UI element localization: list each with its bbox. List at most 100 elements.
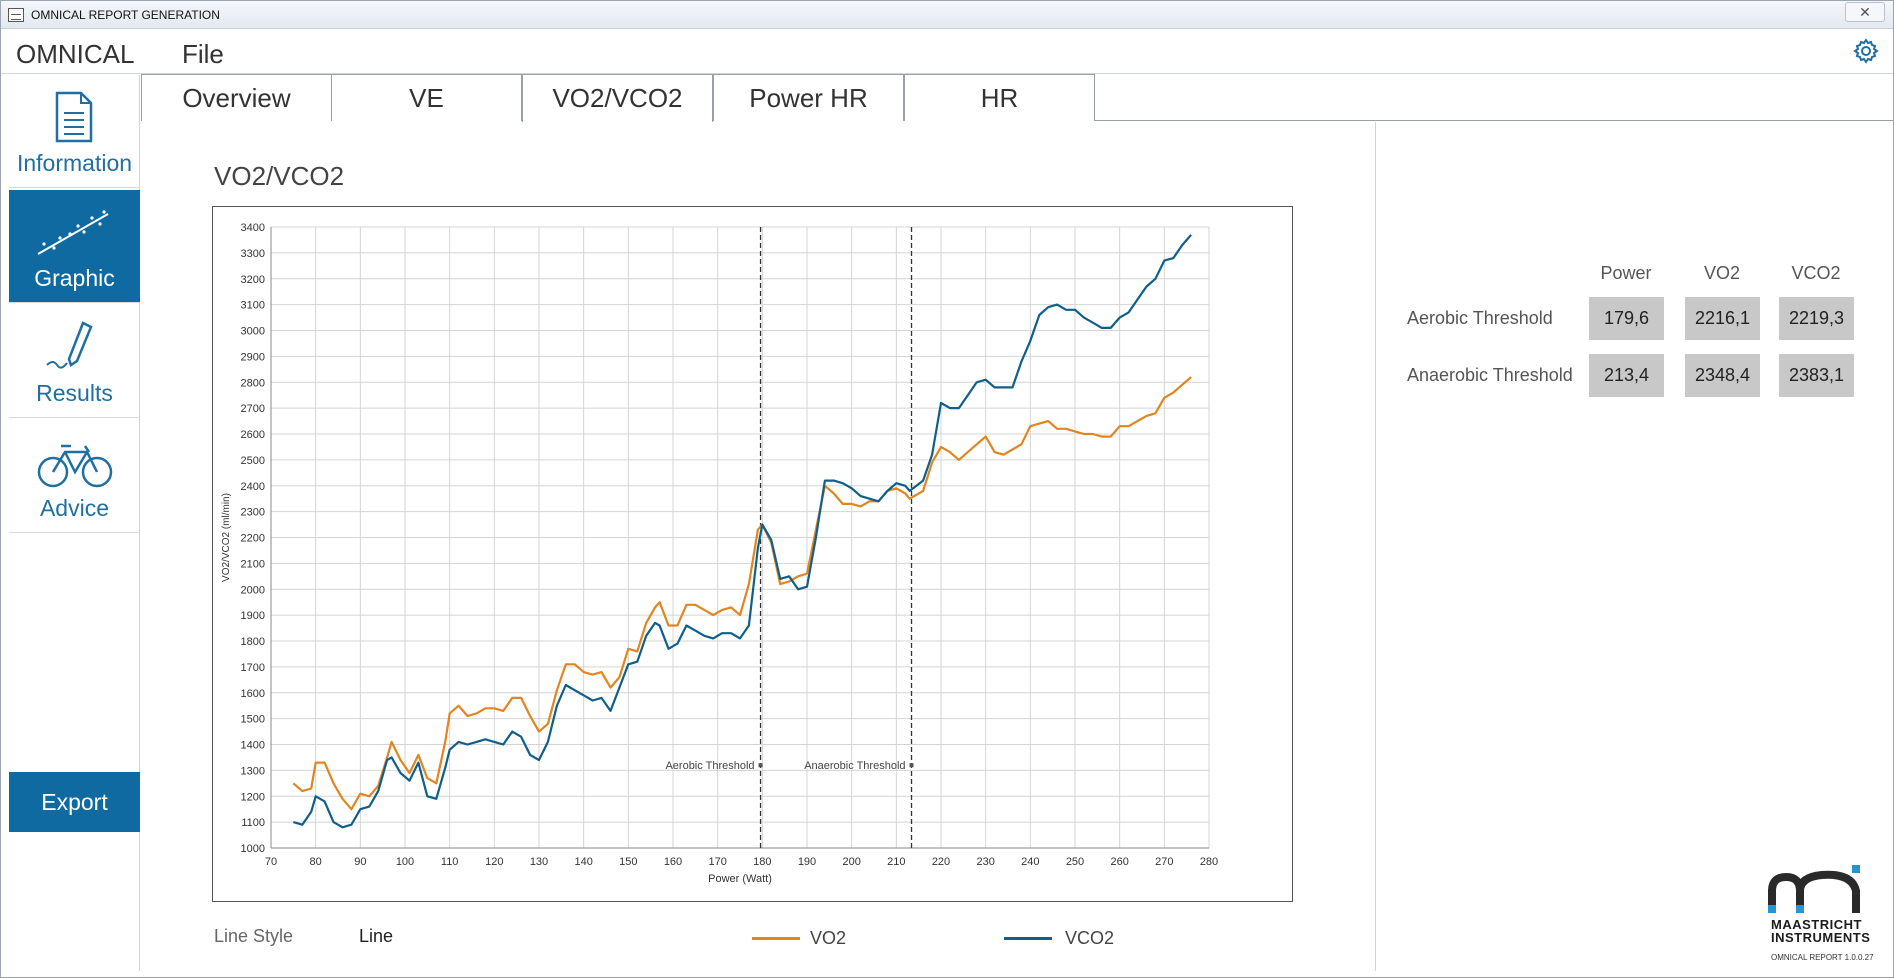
x-tick-label: 150 <box>619 856 637 868</box>
sidebar: Information Graphic Results <box>9 75 140 971</box>
x-tick-label: 180 <box>753 856 771 868</box>
threshold-header-vco2: VCO2 <box>1791 263 1841 283</box>
menu-bar: OMNICAL File <box>1 30 1893 74</box>
x-tick-label: 220 <box>932 856 950 868</box>
sidebar-item-label: Results <box>36 380 113 406</box>
close-button[interactable]: ✕ <box>1845 2 1885 22</box>
x-tick-label: 210 <box>887 856 905 868</box>
threshold-header-vo2: VO2 <box>1703 263 1741 283</box>
sidebar-item-advice[interactable]: Advice <box>9 420 140 533</box>
y-tick-label: 3400 <box>241 222 265 234</box>
x-tick-label: 80 <box>310 856 322 868</box>
logo-line-2: INSTRUMENTS <box>1771 930 1871 945</box>
y-tick-label: 2500 <box>241 455 265 467</box>
anaerobic-threshold-label: Anaerobic Threshold <box>1407 365 1573 385</box>
sidebar-item-results[interactable]: Results <box>9 305 140 418</box>
tab-ve[interactable]: VE <box>331 74 522 121</box>
export-button[interactable]: Export <box>9 772 140 832</box>
aerobic-vco2-value: 2219,3 <box>1779 297 1854 340</box>
y-tick-label: 3300 <box>241 248 265 260</box>
y-tick-label: 1900 <box>241 610 265 622</box>
y-tick-label: 1300 <box>241 765 265 777</box>
panel-divider <box>1375 122 1376 971</box>
anaerobic-vo2-value: 2348,4 <box>1685 354 1760 397</box>
x-tick-label: 70 <box>265 856 277 868</box>
tab-hr[interactable]: HR <box>904 74 1095 121</box>
x-tick-label: 90 <box>354 856 366 868</box>
logo-line-1: MAASTRICHT <box>1771 917 1862 932</box>
y-tick-label: 2700 <box>241 403 265 415</box>
gear-icon[interactable] <box>1853 38 1879 64</box>
x-tick-label: 200 <box>842 856 860 868</box>
y-tick-label: 1600 <box>241 688 265 700</box>
y-tick-label: 1800 <box>241 636 265 648</box>
y-tick-label: 3200 <box>241 274 265 286</box>
vo2-vco2-chart: 70 80 90 100 110 120 130 140 150 160 170 180 190 200 2… <box>221 222 1218 885</box>
y-tick-label: 2600 <box>241 429 265 441</box>
legend-vo2-label: VO2 <box>810 928 847 948</box>
anaerobic-power-value: 213,4 <box>1589 354 1664 397</box>
x-tick-label: 160 <box>664 856 682 868</box>
x-tick-label: 100 <box>396 856 414 868</box>
y-tick-label: 1500 <box>241 714 265 726</box>
threshold-marker <box>758 763 763 768</box>
line-style-label: Line Style <box>214 926 294 946</box>
x-tick-label: 110 <box>441 856 459 868</box>
x-tick-label: 230 <box>976 856 994 868</box>
sidebar-item-label: Information <box>16 150 133 176</box>
document-icon <box>55 91 93 143</box>
x-tick-label: 120 <box>485 856 503 868</box>
y-tick-label: 1700 <box>241 662 265 674</box>
aerobic-power-value: 179,6 <box>1589 297 1664 340</box>
y-tick-label: 3100 <box>241 300 265 312</box>
x-tick-label: 190 <box>798 856 816 868</box>
y-tick-label: 2400 <box>241 481 265 493</box>
threshold-label: Aerobic Threshold <box>665 760 754 772</box>
bicycle-icon <box>37 444 113 488</box>
threshold-label: Anaerobic Threshold <box>804 760 905 772</box>
aerobic-threshold-label: Aerobic Threshold <box>1407 308 1553 328</box>
sidebar-item-label: Advice <box>39 495 110 521</box>
x-tick-label: 170 <box>708 856 726 868</box>
app-chart-icon <box>8 8 24 22</box>
x-tick-label: 280 <box>1200 856 1218 868</box>
sidebar-item-label: Graphic <box>34 265 115 291</box>
y-tick-label: 2200 <box>241 533 265 545</box>
y-tick-label: 3000 <box>241 326 265 338</box>
y-tick-label: 1400 <box>241 740 265 752</box>
chart-frame: 70 80 90 100 110 120 130 140 150 160 170 180 190 200 2… <box>212 206 1293 902</box>
x-tick-label: 270 <box>1155 856 1173 868</box>
sidebar-item-graphic[interactable]: Graphic <box>9 190 140 303</box>
y-tick-label: 2100 <box>241 558 265 570</box>
legend-vo2-swatch <box>752 937 800 940</box>
chart-title: VO2/VCO2 <box>214 161 345 191</box>
legend-vco2-swatch <box>1004 937 1052 940</box>
tab-power-hr[interactable]: Power HR <box>713 74 904 121</box>
threshold-marker <box>909 763 914 768</box>
threshold-header-power: Power <box>1600 263 1652 283</box>
y-tick-label: 2000 <box>241 584 265 596</box>
title-bar: OMNICAL REPORT GENERATION ✕ <box>1 1 1893 29</box>
app-brand: OMNICAL <box>16 39 135 69</box>
y-tick-label: 2300 <box>241 507 265 519</box>
series-line-vco2 <box>292 234 1192 829</box>
y-tick-label: 1200 <box>241 791 265 803</box>
y-tick-label: 1000 <box>241 843 265 855</box>
line-style-value[interactable]: Line <box>359 926 394 946</box>
sidebar-item-information[interactable]: Information <box>9 75 140 188</box>
x-tick-label: 130 <box>530 856 548 868</box>
maastricht-instruments-logo: MAASTRICHT INSTRUMENTS OMNICAL REPORT 1.… <box>1766 861 1880 966</box>
legend-vco2-label: VCO2 <box>1065 928 1115 948</box>
x-tick-label: 240 <box>1021 856 1039 868</box>
series-line-vo2 <box>292 376 1192 811</box>
file-menu[interactable]: File <box>182 39 224 69</box>
window-title: OMNICAL REPORT GENERATION <box>31 8 220 22</box>
y-tick-label: 1100 <box>241 817 265 829</box>
aerobic-vo2-value: 2216,1 <box>1685 297 1760 340</box>
x-axis-title: Power (Watt) <box>708 873 772 885</box>
tab-overview[interactable]: Overview <box>141 74 332 121</box>
tab-bar: Overview VE VO2/VCO2 Power HR HR <box>141 74 1893 122</box>
scatter-trend-icon <box>37 210 109 255</box>
tab-vo2-vco2[interactable]: VO2/VCO2 <box>522 74 713 122</box>
